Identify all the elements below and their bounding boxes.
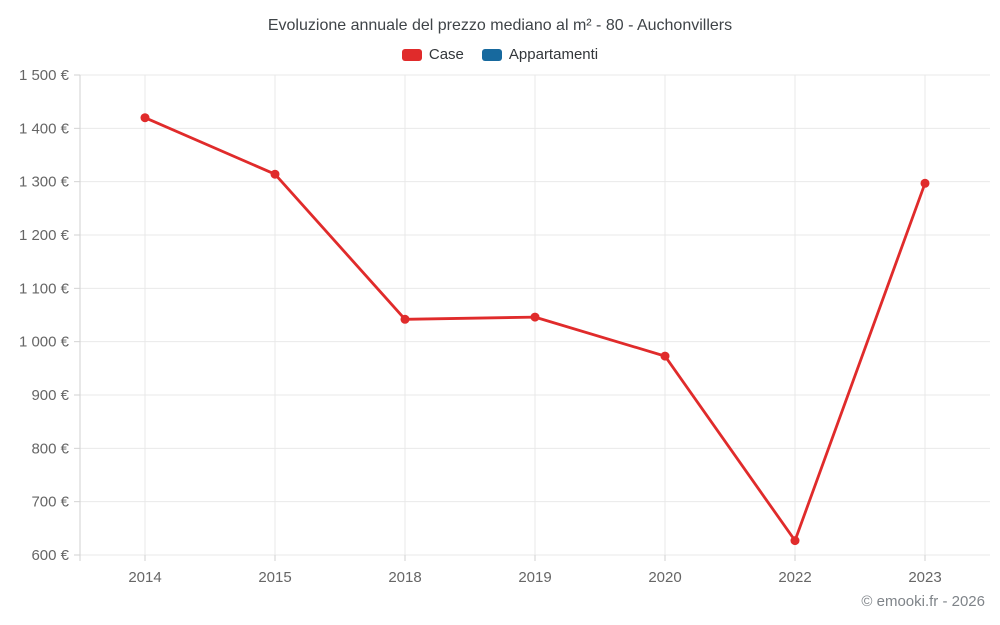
y-axis-label: 1 300 € [19, 174, 70, 191]
x-axis-label: 2019 [518, 569, 551, 586]
x-axis-label: 2015 [258, 569, 291, 586]
y-axis-label: 600 € [31, 547, 69, 564]
x-axis-label: 2014 [128, 569, 161, 586]
x-axis-label: 2018 [388, 569, 421, 586]
legend-item-case[interactable]: Case [401, 46, 464, 63]
data-point-case-2014[interactable] [140, 113, 150, 123]
data-point-case-2018[interactable] [400, 314, 410, 324]
y-axis-label: 1 500 € [19, 67, 70, 84]
y-axis-label: 1 000 € [19, 334, 70, 351]
chart-title: Evoluzione annuale del prezzo mediano al… [267, 17, 733, 34]
legend-label-case: Case [428, 46, 464, 63]
data-point-case-2020[interactable] [660, 351, 670, 361]
y-axis-label: 1 200 € [19, 227, 70, 244]
case-series-swatch-icon [401, 48, 422, 61]
legend: Case Appartamenti [0, 46, 1000, 63]
data-point-case-2019[interactable] [530, 312, 540, 322]
y-axis-label: 1 100 € [19, 280, 70, 297]
y-axis-label: 1 400 € [19, 120, 70, 137]
data-point-case-2023[interactable] [920, 178, 930, 188]
x-axis-label: 2023 [908, 569, 941, 586]
x-axis-label: 2020 [648, 569, 681, 586]
data-point-case-2022[interactable] [790, 536, 800, 546]
legend-item-appartamenti[interactable]: Appartamenti [481, 46, 599, 63]
y-axis-label: 900 € [31, 387, 69, 404]
copyright-text: © emooki.fr - 2026 [861, 593, 985, 610]
y-axis-label: 700 € [31, 494, 69, 511]
appartamenti-series-swatch-icon [481, 48, 502, 61]
data-point-case-2015[interactable] [270, 169, 280, 179]
y-axis-label: 800 € [31, 440, 69, 457]
legend-label-appartamenti: Appartamenti [508, 46, 599, 63]
x-axis-label: 2022 [778, 569, 811, 586]
